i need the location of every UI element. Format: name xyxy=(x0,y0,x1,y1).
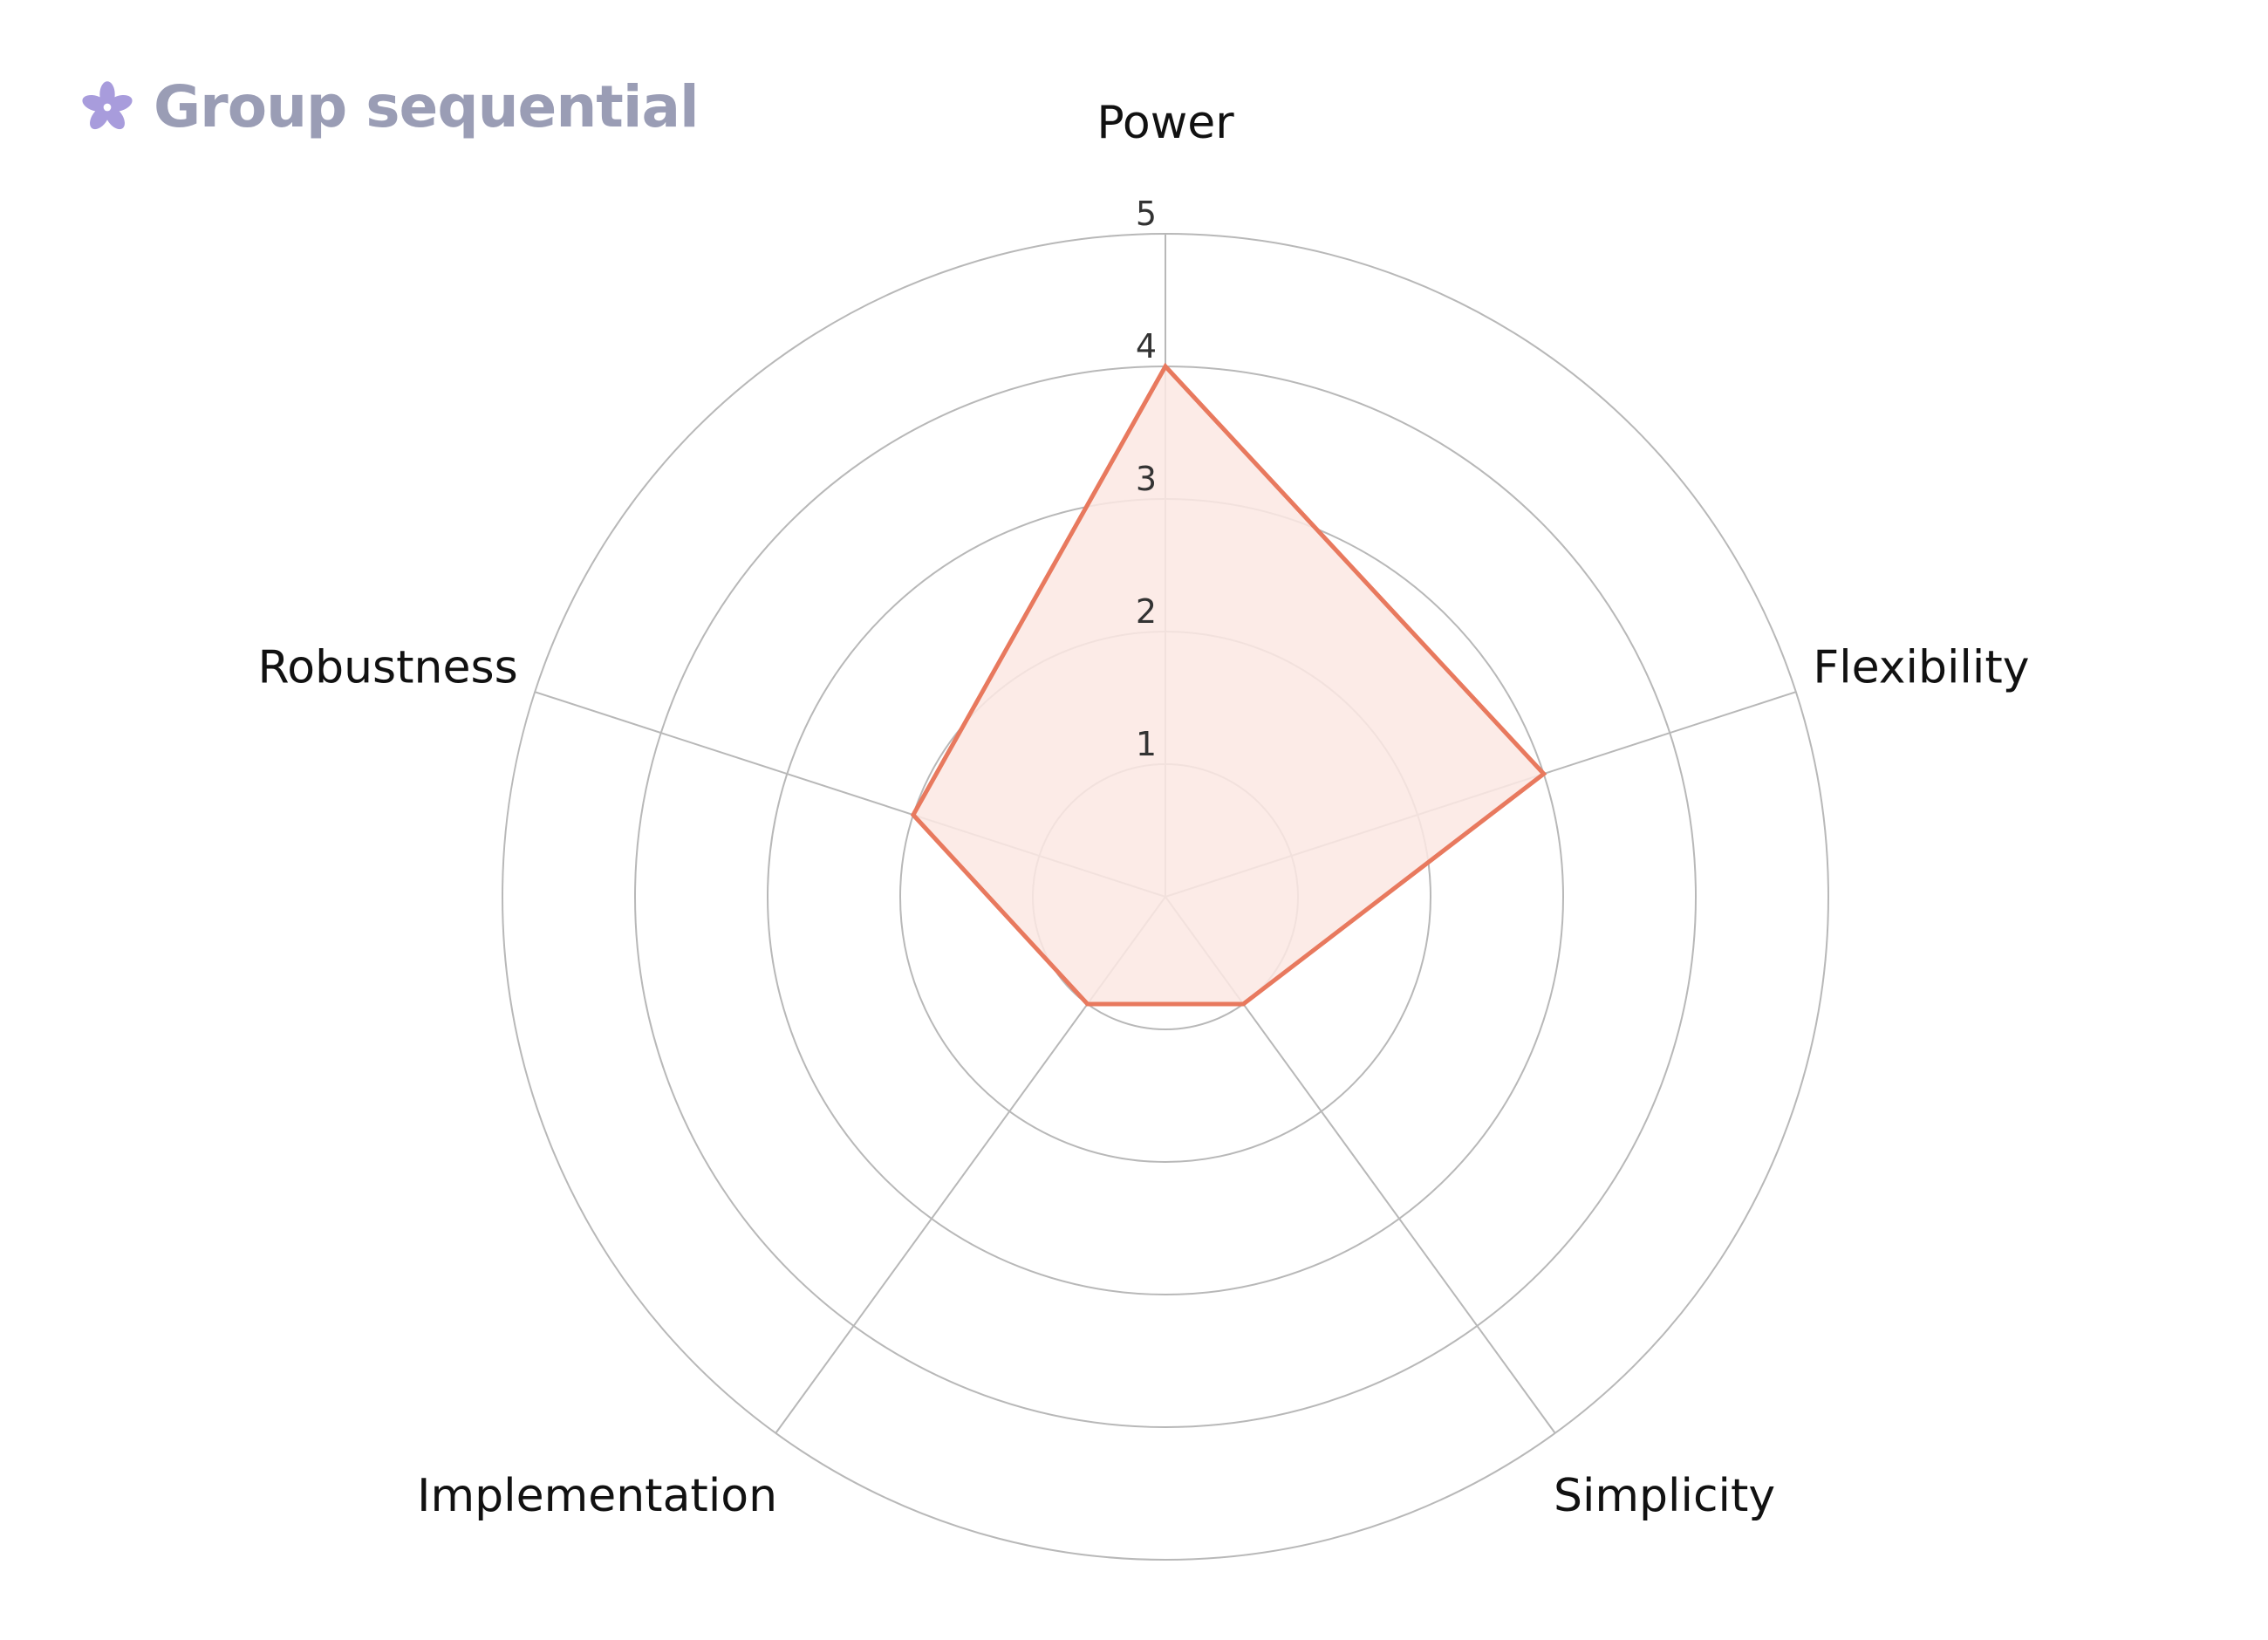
flower-petal xyxy=(82,94,108,112)
flower-petal xyxy=(90,106,110,130)
brand-header: Group sequential xyxy=(80,68,700,147)
axis-label-implementation: Implementation xyxy=(417,1470,777,1522)
axis-labels: Power Flexibility Simplicity Implementation… xyxy=(257,97,2029,1522)
axis-label-flexibility: Flexibility xyxy=(1813,642,2029,694)
flower-icon xyxy=(82,81,133,130)
flower-petal xyxy=(105,106,125,130)
series-line xyxy=(910,362,1547,1007)
axis-label-simplicity: Simplicity xyxy=(1554,1470,1775,1522)
tick-label: 3 xyxy=(1136,460,1157,498)
tick-labels: 1 2 3 4 5 xyxy=(1136,195,1157,763)
series-area xyxy=(912,366,1544,1004)
data-series xyxy=(910,362,1547,1007)
chart-title: Group sequential xyxy=(154,73,700,140)
tick-label: 5 xyxy=(1136,195,1157,233)
axis-label-robustness: Robustness xyxy=(257,642,517,694)
axis-label-power: Power xyxy=(1096,97,1234,149)
tick-label: 4 xyxy=(1136,327,1157,366)
tick-label: 2 xyxy=(1136,592,1157,631)
tick-label: 1 xyxy=(1136,725,1157,763)
